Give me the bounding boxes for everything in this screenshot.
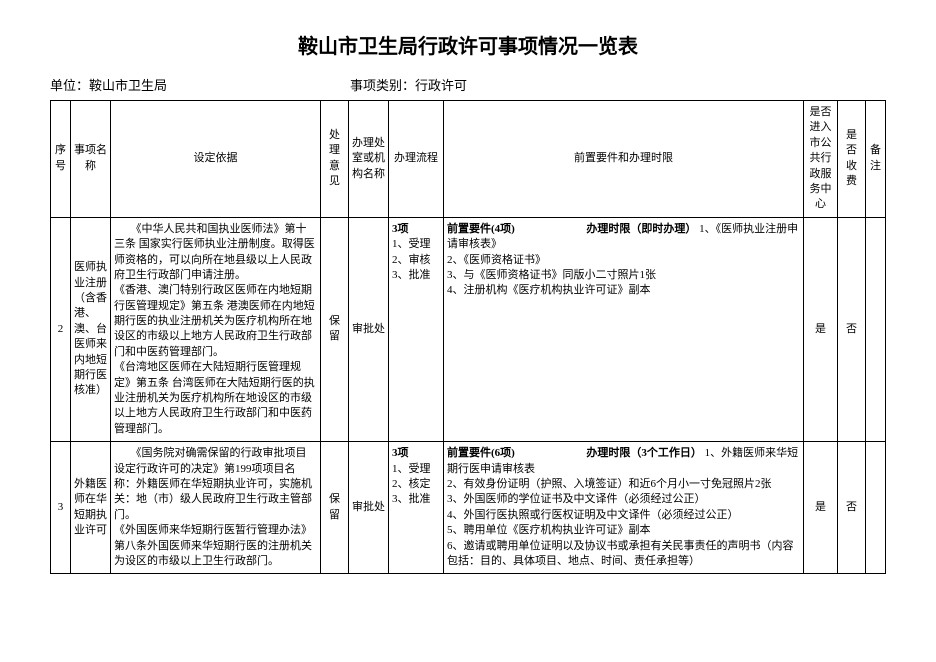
process-title: 3项 — [392, 223, 409, 235]
unit-value: 鞍山市卫生局 — [89, 78, 167, 93]
col-opinion: 处理意见 — [321, 101, 349, 218]
table-row: 3 外籍医师在华短期执业许可 《国务院对确需保留的行政审批项目设定行政许可的决定… — [51, 442, 886, 574]
category-value: 行政许可 — [415, 78, 467, 93]
cell-name: 医师执业注册（含香港、澳、台医师来内地短期行医核准） — [71, 217, 111, 441]
col-requirements: 前置要件和办理时限 — [444, 101, 804, 218]
main-table: 序号 事项名称 设定依据 处理意见 办理处室或机构名称 办理流程 前置要件和办理… — [50, 100, 886, 574]
process-items: 1、受理 2、审核 3、批准 — [392, 238, 431, 281]
cell-center: 是 — [804, 217, 838, 441]
req-header-right: 办理时限（3个工作日） — [586, 447, 702, 459]
cell-center: 是 — [804, 442, 838, 574]
cell-fee: 否 — [838, 442, 866, 574]
cell-seq: 2 — [51, 217, 71, 441]
meta-row: 单位：鞍山市卫生局 事项类别：行政许可 — [50, 75, 886, 94]
header-row: 序号 事项名称 设定依据 处理意见 办理处室或机构名称 办理流程 前置要件和办理… — [51, 101, 886, 218]
col-process: 办理流程 — [389, 101, 444, 218]
process-title: 3项 — [392, 447, 409, 459]
cell-name: 外籍医师在华短期执业许可 — [71, 442, 111, 574]
cell-process: 3项 1、受理 2、审核 3、批准 — [389, 217, 444, 441]
col-center: 是否进入市公共行政服务中心 — [804, 101, 838, 218]
cell-basis: 《中华人民共和国执业医师法》第十三条 国家实行医师执业注册制度。取得医师资格的，… — [111, 217, 321, 441]
cell-seq: 3 — [51, 442, 71, 574]
col-office: 办理处室或机构名称 — [349, 101, 389, 218]
unit-label: 单位： — [50, 78, 89, 93]
req-header-left: 前置要件(6项) — [447, 447, 515, 459]
cell-requirements: 前置要件(4项) 办理时限（即时办理） 1、《医师执业注册申请审核表》 2、《医… — [444, 217, 804, 441]
req-items: 1、外籍医师来华短期行医申请审核表 2、有效身份证明（护照、入境签证）和近6个月… — [447, 447, 798, 567]
col-seq: 序号 — [51, 101, 71, 218]
col-note: 备注 — [866, 101, 886, 218]
page-title: 鞍山市卫生局行政许可事项情况一览表 — [50, 30, 886, 59]
req-header-right: 办理时限（即时办理） — [586, 223, 696, 235]
col-name: 事项名称 — [71, 101, 111, 218]
req-header-left: 前置要件(4项) — [447, 223, 515, 235]
cell-opinion: 保留 — [321, 442, 349, 574]
category-label: 事项类别： — [350, 78, 415, 93]
col-fee: 是否收费 — [838, 101, 866, 218]
cell-process: 3项 1、受理 2、核定 3、批准 — [389, 442, 444, 574]
cell-note — [866, 217, 886, 441]
cell-note — [866, 442, 886, 574]
process-items: 1、受理 2、核定 3、批准 — [392, 463, 431, 506]
cell-fee: 否 — [838, 217, 866, 441]
table-row: 2 医师执业注册（含香港、澳、台医师来内地短期行医核准） 《中华人民共和国执业医… — [51, 217, 886, 441]
col-basis: 设定依据 — [111, 101, 321, 218]
cell-basis: 《国务院对确需保留的行政审批项目设定行政许可的决定》第199项项目名称：外籍医师… — [111, 442, 321, 574]
cell-office: 审批处 — [349, 442, 389, 574]
cell-requirements: 前置要件(6项) 办理时限（3个工作日） 1、外籍医师来华短期行医申请审核表 2… — [444, 442, 804, 574]
cell-office: 审批处 — [349, 217, 389, 441]
cell-opinion: 保留 — [321, 217, 349, 441]
